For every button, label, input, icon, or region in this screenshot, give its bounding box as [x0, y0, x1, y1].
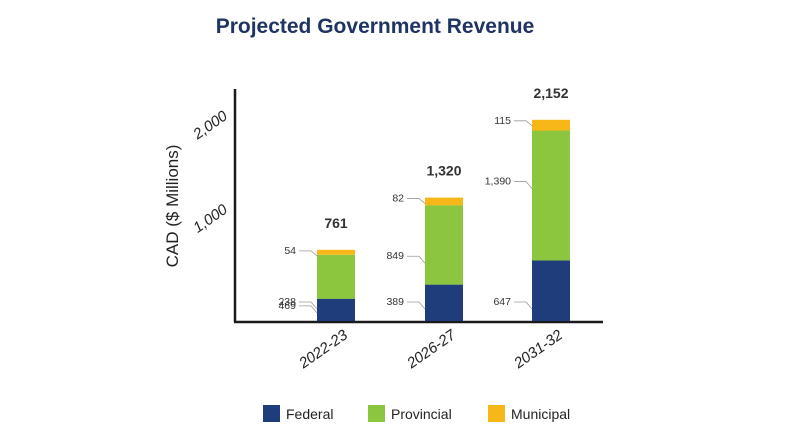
legend-swatch-municipal	[488, 405, 505, 422]
bar-segment-federal	[425, 284, 463, 321]
leader-line	[407, 255, 426, 264]
y-tick-label: 1,000	[190, 201, 231, 237]
segment-value-label: 82	[392, 193, 404, 205]
bar-segment-federal	[317, 298, 355, 321]
bar-segment-municipal	[317, 249, 355, 255]
leader-line	[299, 305, 318, 314]
x-tick-label: 2026-27	[403, 326, 459, 372]
bar-segment-federal	[532, 260, 570, 321]
leader-line	[299, 250, 318, 257]
segment-value-label: 115	[494, 115, 511, 127]
leader-line	[407, 301, 426, 310]
segment-value-label: 469	[278, 300, 296, 312]
segment-value-label: 54	[284, 245, 296, 257]
bar-segment-provincial	[317, 254, 355, 299]
legend-swatch-provincial	[368, 405, 385, 422]
leader-line	[407, 198, 426, 204]
bar-segment-provincial	[425, 205, 463, 285]
bar-total-label: 1,320	[426, 163, 461, 179]
segment-value-label: 849	[386, 250, 404, 262]
legend-swatch-federal	[263, 405, 280, 422]
leader-line	[299, 301, 318, 310]
x-tick-label: 2022-23	[295, 326, 351, 372]
bar-segment-municipal	[532, 119, 570, 131]
x-tick-label: 2031-32	[510, 326, 566, 372]
segment-value-label: 647	[493, 296, 511, 308]
legend-label-provincial: Provincial	[391, 406, 452, 422]
legend-label-municipal: Municipal	[511, 406, 570, 422]
leader-line	[514, 301, 533, 310]
leader-line	[514, 181, 533, 189]
bar-total-label: 2,152	[533, 85, 568, 101]
segment-value-label: 1,390	[485, 176, 511, 188]
bar-segment-municipal	[425, 197, 463, 206]
y-axis-label: CAD ($ Millions)	[163, 145, 182, 268]
chart-title: Projected Government Revenue	[216, 15, 535, 38]
leader-line	[514, 120, 533, 127]
segment-value-label: 389	[386, 296, 404, 308]
bar-segment-provincial	[532, 130, 570, 261]
y-tick-label: 2,000	[189, 107, 231, 143]
segment-value-label: 238	[278, 296, 296, 308]
legend-label-federal: Federal	[286, 406, 333, 422]
bar-total-label: 761	[324, 215, 348, 231]
